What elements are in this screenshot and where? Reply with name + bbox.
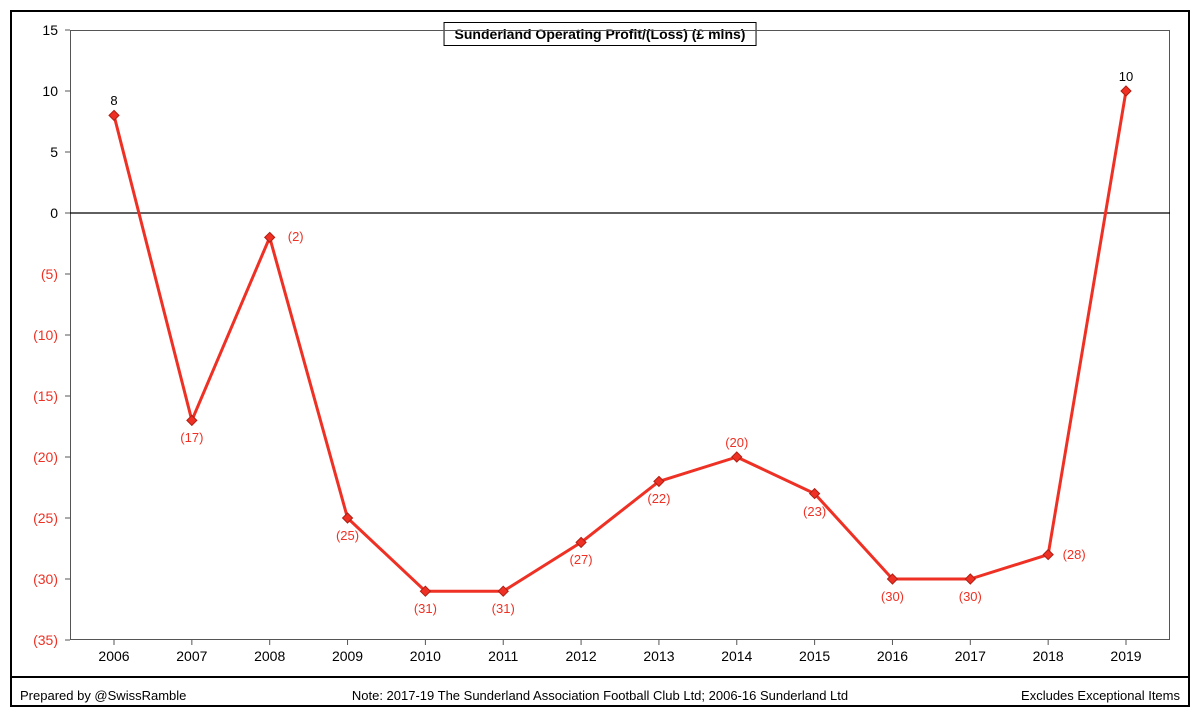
x-tick-label: 2016 — [877, 648, 908, 664]
footer: Prepared by @SwissRamble Note: 2017-19 T… — [20, 688, 1180, 703]
data-point-label: (22) — [647, 491, 670, 506]
y-tick-label: 5 — [0, 144, 58, 160]
footer-left: Prepared by @SwissRamble — [20, 688, 186, 703]
y-tick-label: 0 — [0, 205, 58, 221]
y-tick-label: (10) — [0, 327, 58, 343]
x-tick-label: 2010 — [410, 648, 441, 664]
y-tick-label: 15 — [0, 22, 58, 38]
y-tick-label: (20) — [0, 449, 58, 465]
x-tick-label: 2006 — [98, 648, 129, 664]
y-tick-label: (30) — [0, 571, 58, 587]
x-tick-label: 2009 — [332, 648, 363, 664]
data-point-label: (17) — [180, 430, 203, 445]
data-point-label: (30) — [881, 589, 904, 604]
data-point-label: (31) — [492, 601, 515, 616]
data-point-label: (27) — [570, 552, 593, 567]
y-tick-label: 10 — [0, 83, 58, 99]
y-tick-label: (35) — [0, 632, 58, 648]
data-point-label: (20) — [725, 435, 748, 450]
footer-center: Note: 2017-19 The Sunderland Association… — [352, 688, 848, 703]
x-tick-label: 2011 — [488, 648, 518, 664]
data-point-label: (23) — [803, 504, 826, 519]
x-tick-label: 2019 — [1110, 648, 1141, 664]
data-point-label: (2) — [288, 229, 304, 244]
footer-right: Excludes Exceptional Items — [1021, 688, 1180, 703]
data-point-label: 8 — [110, 93, 117, 108]
data-point-label: (31) — [414, 601, 437, 616]
x-tick-label: 2018 — [1033, 648, 1064, 664]
x-tick-label: 2012 — [565, 648, 596, 664]
y-tick-label: (15) — [0, 388, 58, 404]
chart-container: Sunderland Operating Profit/(Loss) (£ ml… — [0, 0, 1200, 717]
data-point-label: (30) — [959, 589, 982, 604]
data-point-label: (28) — [1063, 547, 1086, 562]
data-point-label: 10 — [1119, 69, 1133, 84]
x-tick-label: 2013 — [643, 648, 674, 664]
data-point-label: (25) — [336, 528, 359, 543]
x-tick-label: 2008 — [254, 648, 285, 664]
x-tick-label: 2017 — [955, 648, 986, 664]
x-tick-label: 2007 — [176, 648, 207, 664]
y-tick-label: (25) — [0, 510, 58, 526]
chart-svg — [0, 0, 1200, 717]
x-tick-label: 2014 — [721, 648, 752, 664]
x-tick-label: 2015 — [799, 648, 830, 664]
y-tick-label: (5) — [0, 266, 58, 282]
